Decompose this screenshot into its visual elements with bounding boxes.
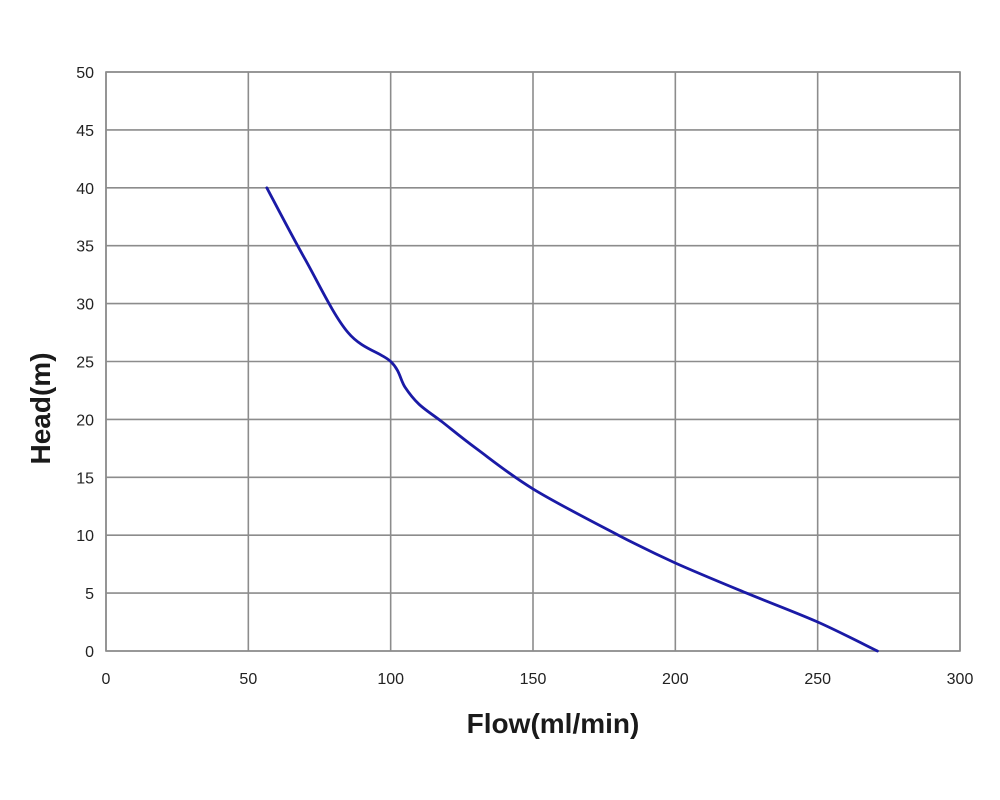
y-tick-label-2: 10 xyxy=(76,528,94,545)
x-tick-label-5: 250 xyxy=(804,671,831,688)
y-tick-label-9: 45 xyxy=(76,123,94,140)
y-tick-label-0: 0 xyxy=(85,644,94,661)
grid xyxy=(105,71,961,652)
y-tick-label-6: 30 xyxy=(76,297,94,314)
series-line-0 xyxy=(265,186,879,653)
y-tick-label-7: 35 xyxy=(76,239,94,256)
y-tick-label-5: 25 xyxy=(76,355,94,372)
series-lines xyxy=(265,186,879,653)
x-tick-label-4: 200 xyxy=(662,671,689,688)
x-tick-label-0: 0 xyxy=(102,671,111,688)
x-tick-labels: 0 50 100 150 200 250 300 xyxy=(102,671,974,688)
y-tick-label-10: 50 xyxy=(76,65,94,82)
x-axis-title: Flow(ml/min) xyxy=(467,708,640,739)
y-tick-label-1: 5 xyxy=(85,586,94,603)
x-tick-label-6: 300 xyxy=(947,671,974,688)
y-axis-title: Head(m) xyxy=(25,352,56,464)
y-tick-labels: 0 5 10 15 20 25 30 35 40 45 50 xyxy=(76,65,94,661)
y-tick-label-4: 20 xyxy=(76,412,94,429)
x-tick-label-1: 50 xyxy=(239,671,257,688)
x-tick-label-2: 100 xyxy=(377,671,404,688)
y-tick-label-8: 40 xyxy=(76,181,94,198)
x-tick-label-3: 150 xyxy=(520,671,547,688)
plot-frame xyxy=(105,71,961,652)
y-tick-label-3: 15 xyxy=(76,470,94,487)
